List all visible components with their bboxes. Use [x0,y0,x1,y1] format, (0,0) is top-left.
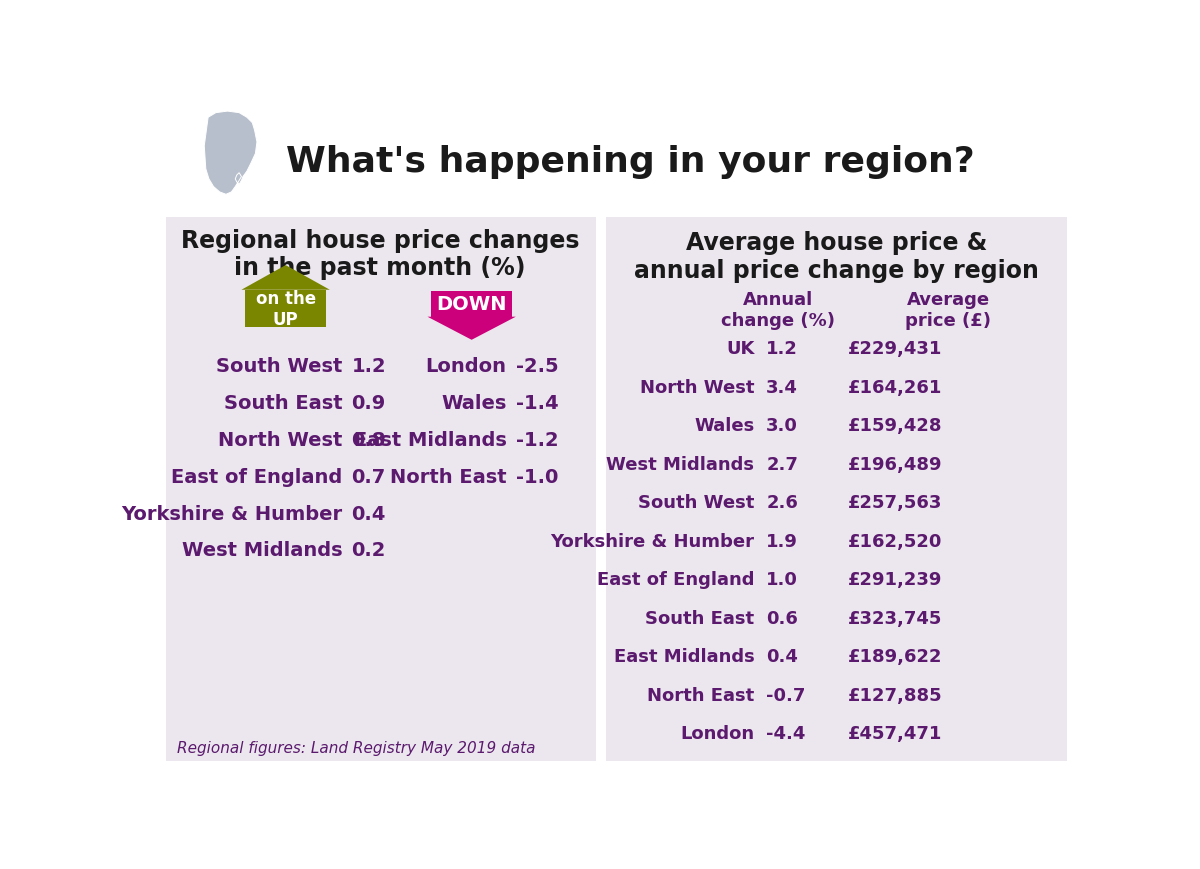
Text: £164,261: £164,261 [847,378,942,396]
Text: £323,745: £323,745 [847,609,942,627]
Text: £162,520: £162,520 [847,532,942,550]
Text: West Midlands: West Midlands [606,455,755,474]
Text: Wales: Wales [442,393,506,412]
Text: -1.4: -1.4 [516,393,558,412]
FancyBboxPatch shape [166,218,595,761]
Text: £229,431: £229,431 [847,340,942,358]
Text: South West: South West [638,494,755,512]
Text: North West: North West [218,430,342,449]
Text: £196,489: £196,489 [847,455,942,474]
Polygon shape [431,292,512,317]
Text: Regional house price changes
in the past month (%): Regional house price changes in the past… [181,229,580,280]
Text: £457,471: £457,471 [847,725,942,742]
Text: 0.9: 0.9 [352,393,385,412]
Text: 2.7: 2.7 [766,455,798,474]
Text: -4.4: -4.4 [766,725,805,742]
Text: £127,885: £127,885 [847,686,942,704]
Text: DOWN: DOWN [437,295,506,314]
Text: Average house price &
annual price change by region: Average house price & annual price chang… [635,230,1039,282]
Text: 0.6: 0.6 [766,609,798,627]
Text: £159,428: £159,428 [847,417,942,434]
Text: South West: South West [216,356,342,375]
Text: 1.2: 1.2 [352,356,386,375]
Text: 1.0: 1.0 [766,571,798,588]
Text: 1.2: 1.2 [766,340,798,358]
Text: London: London [426,356,506,375]
Text: £189,622: £189,622 [847,647,942,666]
Text: -2.5: -2.5 [516,356,558,375]
Text: South East: South East [223,393,342,412]
Text: North East: North East [647,686,755,704]
Text: 3.0: 3.0 [766,417,798,434]
Text: South East: South East [646,609,755,627]
Polygon shape [427,317,516,341]
Text: East of England: East of England [598,571,755,588]
Text: -1.0: -1.0 [516,467,558,486]
Text: Yorkshire & Humber: Yorkshire & Humber [121,504,342,523]
Text: £257,563: £257,563 [847,494,942,512]
Text: 0.4: 0.4 [766,647,798,666]
Text: North East: North East [390,467,506,486]
Text: Average
price (£): Average price (£) [905,291,991,329]
Text: North West: North West [640,378,755,396]
Text: London: London [680,725,755,742]
Text: -0.7: -0.7 [766,686,805,704]
Text: West Midlands: West Midlands [181,541,342,560]
Text: East Midlands: East Midlands [354,430,506,449]
Text: 1.9: 1.9 [766,532,798,550]
Text: Annual
change (%): Annual change (%) [721,291,835,329]
Text: 2.6: 2.6 [766,494,798,512]
Text: 0.7: 0.7 [352,467,385,486]
Text: UK: UK [726,340,755,358]
Polygon shape [241,266,330,290]
Text: What's happening in your region?: What's happening in your region? [286,145,974,179]
Text: on the
UP: on the UP [256,289,316,328]
Polygon shape [204,112,257,195]
Text: Regional figures: Land Registry May 2019 data: Regional figures: Land Registry May 2019… [178,740,535,755]
Text: 0.8: 0.8 [352,430,386,449]
Text: 3.4: 3.4 [766,378,798,396]
Text: -1.2: -1.2 [516,430,558,449]
Polygon shape [245,290,326,328]
FancyBboxPatch shape [606,218,1067,761]
Text: 0.2: 0.2 [352,541,386,560]
Text: East Midlands: East Midlands [613,647,755,666]
Text: Yorkshire & Humber: Yorkshire & Humber [551,532,755,550]
Text: Wales: Wales [695,417,755,434]
Text: £291,239: £291,239 [847,571,942,588]
Text: East of England: East of England [170,467,342,486]
Text: 0.4: 0.4 [352,504,386,523]
